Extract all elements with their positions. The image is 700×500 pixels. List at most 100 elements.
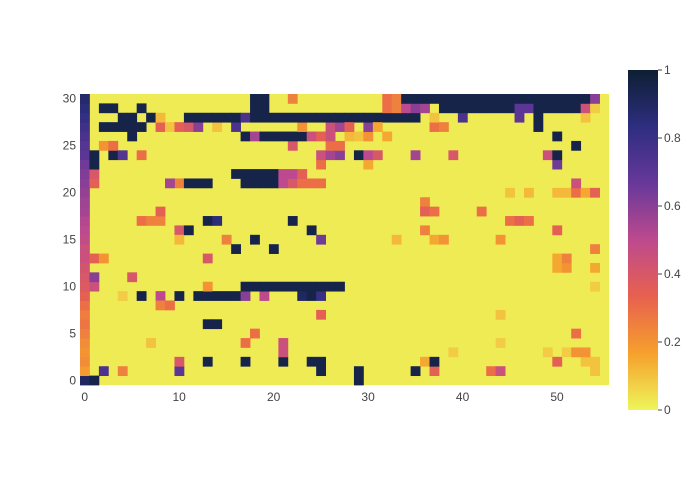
heatmap-cell	[212, 291, 223, 301]
heatmap-cell	[561, 262, 572, 273]
heatmap-cell	[372, 150, 383, 161]
heatmap-cell	[287, 216, 298, 226]
heatmap-cell	[429, 356, 440, 367]
heatmap-cell	[571, 187, 582, 198]
heatmap-cell	[542, 150, 553, 161]
heatmap-cell	[552, 225, 563, 236]
heatmap-cell	[174, 366, 185, 377]
heatmap-cell	[353, 131, 364, 142]
heatmap-cell	[429, 206, 440, 217]
heatmap-cell	[250, 103, 260, 114]
heatmap-cell	[80, 356, 90, 367]
heatmap-cell	[136, 150, 147, 161]
heatmap-cell	[287, 169, 298, 179]
heatmap-cell	[316, 281, 327, 292]
heatmap-cell	[523, 103, 534, 114]
heatmap-cell	[193, 291, 204, 301]
heatmap-cell	[259, 103, 270, 114]
heatmap-cell	[89, 272, 100, 283]
heatmap-cell	[80, 187, 90, 198]
heatmap-cell	[202, 281, 213, 292]
heatmap-cell	[410, 103, 421, 114]
heatmap-cell	[325, 112, 336, 123]
heatmap-cell	[306, 281, 317, 292]
heatmap-cell	[250, 131, 260, 142]
heatmap-cell	[80, 366, 90, 377]
heatmap-cell	[438, 94, 449, 104]
heatmap-cell	[108, 122, 119, 132]
heatmap-cell	[363, 122, 374, 132]
heatmap-cell	[287, 140, 298, 151]
colorbar-tick-label: 0.2	[664, 335, 681, 349]
heatmap-cell	[202, 216, 213, 226]
heatmap-cell	[316, 159, 327, 170]
heatmap-cell	[514, 94, 525, 104]
heatmap-cell	[174, 356, 185, 367]
heatmap-cell	[259, 169, 270, 179]
heatmap-cell	[306, 112, 317, 123]
heatmap-cell	[420, 206, 430, 217]
heatmap-cell	[117, 122, 128, 132]
heatmap-cell	[202, 178, 213, 189]
heatmap-cell	[89, 253, 100, 264]
heatmap-cell	[495, 338, 506, 348]
heatmap-cell	[467, 94, 478, 104]
colorbar: 0 0.2 0.4 0.6 0.8 1	[628, 63, 681, 417]
heatmap-cell	[155, 206, 166, 217]
heatmap-cell	[523, 94, 534, 104]
heatmap-cell	[372, 122, 383, 132]
heatmap-cell	[278, 356, 289, 367]
heatmap-cell	[278, 131, 289, 142]
heatmap-cell	[590, 244, 600, 254]
heatmap-cell	[183, 178, 194, 189]
heatmap-cell	[117, 291, 128, 301]
heatmap-cell	[297, 112, 308, 123]
heatmap-cell	[165, 178, 175, 189]
heatmap-cell	[80, 328, 90, 339]
heatmap-cell	[108, 103, 119, 114]
heatmap-cell	[250, 169, 260, 179]
heatmap-cell	[448, 150, 459, 161]
heatmap-cell	[353, 375, 364, 386]
heatmap-cell	[278, 178, 289, 189]
heatmap-cell	[80, 253, 90, 264]
heatmap-cell	[476, 206, 487, 217]
heatmap-cell	[590, 356, 600, 367]
heatmap-cell	[438, 103, 449, 114]
heatmap-cell	[306, 356, 317, 367]
heatmap-cell	[476, 103, 487, 114]
heatmap-cell	[514, 112, 525, 123]
colorbar-tick-label: 0.8	[664, 131, 681, 145]
heatmap-cell	[174, 178, 185, 189]
heatmap-cell	[401, 94, 412, 104]
heatmap-cell	[240, 338, 251, 348]
heatmap-cell	[429, 94, 440, 104]
heatmap-cell	[127, 122, 138, 132]
heatmap-cell	[80, 159, 90, 170]
heatmap-cell	[363, 131, 374, 142]
heatmap-cell	[221, 291, 232, 301]
colorbar-tick-label: 0.4	[664, 267, 681, 281]
colorbar-tick-label: 1	[664, 63, 671, 77]
heatmap-cell	[127, 272, 138, 283]
colorbar-tick-label: 0.6	[664, 199, 681, 213]
heatmap-cell	[183, 122, 194, 132]
heatmap-cell	[514, 216, 525, 226]
heatmap-cell	[287, 94, 298, 104]
heatmap-cell	[552, 159, 563, 170]
heatmap-cell	[89, 159, 100, 170]
heatmap-cell	[297, 281, 308, 292]
heatmap-cell	[268, 112, 279, 123]
heatmap-cell	[268, 178, 279, 189]
heatmap-cell	[174, 234, 185, 245]
heatmap-cell	[571, 347, 582, 358]
heatmap-cell	[523, 216, 534, 226]
heatmap-cell	[457, 94, 468, 104]
heatmap-cell	[495, 366, 506, 377]
heatmap-cell	[344, 112, 355, 123]
heatmap-cell	[410, 112, 421, 123]
heatmap-cell	[580, 187, 591, 198]
y-tick-label: 10	[63, 279, 77, 293]
heatmap-cell	[571, 178, 582, 189]
heatmap-cell	[221, 112, 232, 123]
